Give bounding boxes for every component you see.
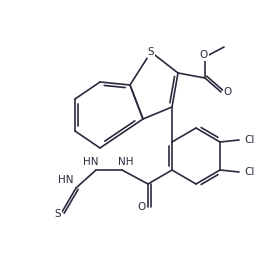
Text: Cl: Cl	[245, 135, 255, 145]
Text: O: O	[224, 87, 232, 97]
Text: O: O	[200, 50, 208, 60]
Text: S: S	[55, 209, 61, 219]
Text: NH: NH	[118, 157, 134, 167]
Text: S: S	[148, 47, 154, 57]
Text: O: O	[137, 202, 145, 212]
Text: Cl: Cl	[245, 167, 255, 177]
Text: HN: HN	[83, 157, 99, 167]
Text: HN: HN	[58, 175, 74, 185]
